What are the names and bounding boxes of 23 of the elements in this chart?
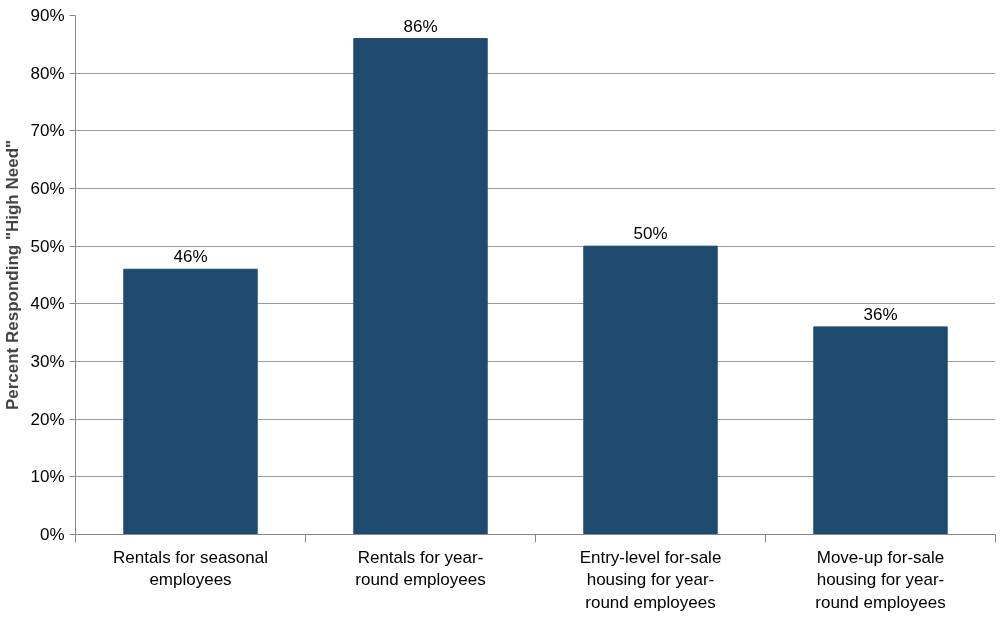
y-tick-label: 10% — [30, 467, 65, 487]
data-label: 46% — [173, 247, 208, 267]
x-tick-label: Rentals for year-round employees — [355, 547, 486, 590]
y-tick-label: 40% — [30, 294, 65, 314]
y-tick-label: 90% — [30, 6, 65, 25]
data-label: 86% — [403, 16, 438, 36]
bar — [123, 268, 258, 535]
x-tick-label: Rentals for seasonal employees — [113, 547, 268, 590]
data-label: 36% — [863, 304, 898, 324]
data-label: 50% — [633, 224, 668, 244]
y-tick-label: 20% — [30, 409, 65, 429]
x-tick-label: Move-up for-sale housing for year-round employees — [815, 547, 946, 613]
x-tick-label: Entry-level for-sale housing for year-round employees — [579, 547, 722, 613]
y-tick-label: 80% — [30, 63, 65, 83]
bar — [353, 38, 488, 535]
bar — [583, 245, 718, 535]
y-axis-title: Percent Responding "High Need" — [3, 139, 23, 411]
y-tick-label: 50% — [30, 236, 65, 256]
bar — [813, 326, 948, 535]
y-tick-label: 70% — [30, 121, 65, 141]
y-tick-label: 0% — [39, 525, 65, 544]
y-tick-label: 30% — [30, 352, 65, 371]
y-tick-label: 60% — [30, 179, 65, 198]
